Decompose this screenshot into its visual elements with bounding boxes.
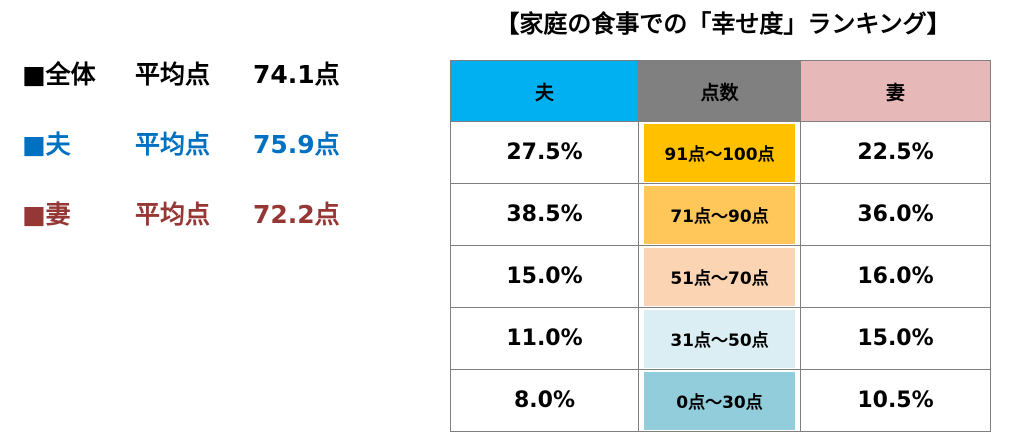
husband-percent-cell: 8.0%: [450, 369, 639, 432]
husband-percent-cell: 15.0%: [450, 245, 639, 308]
score-range-cell: 31点～50点: [638, 307, 801, 370]
husband-average-value: 75.9点: [253, 130, 340, 159]
husband-percent-cell: 27.5%: [450, 121, 639, 184]
score-range-cell: 71点～90点: [638, 183, 801, 246]
wife-average-label: 平均点: [135, 200, 211, 229]
header-husband: 夫: [450, 60, 639, 122]
wife-percent-cell: 36.0%: [800, 183, 991, 246]
score-range-label: 51点～70点: [644, 247, 795, 306]
wife-percent-cell: 22.5%: [800, 121, 991, 184]
score-range-label: 31点～50点: [644, 309, 795, 368]
husband-percent-cell: 38.5%: [450, 183, 639, 246]
header-score: 点数: [638, 60, 801, 122]
wife-percent-cell: 15.0%: [800, 307, 991, 370]
wife-label: ■妻: [22, 200, 71, 229]
husband-label: ■夫: [22, 130, 71, 159]
score-range-label: 71点～90点: [644, 185, 795, 244]
ranking-row: 27.5% 91点～100点 22.5%: [450, 121, 991, 184]
overall-average-label: 平均点: [135, 60, 211, 89]
score-range-cell: 0点～30点: [638, 369, 801, 432]
wife-percent-cell: 10.5%: [800, 369, 991, 432]
ranking-header-row: 夫 点数 妻: [450, 60, 991, 122]
ranking-row: 8.0% 0点～30点 10.5%: [450, 369, 991, 432]
ranking-row: 38.5% 71点～90点 36.0%: [450, 183, 991, 246]
wife-average-value: 72.2点: [253, 200, 340, 229]
ranking-title: 【家庭の食事での「幸せ度」ランキング】: [495, 10, 951, 38]
score-range-label: 91点～100点: [644, 123, 795, 182]
overall-average-value: 74.1点: [253, 60, 340, 89]
wife-percent-cell: 16.0%: [800, 245, 991, 308]
husband-percent-cell: 11.0%: [450, 307, 639, 370]
score-range-label: 0点～30点: [644, 371, 795, 430]
husband-average-label: 平均点: [135, 130, 211, 159]
ranking-row: 11.0% 31点～50点 15.0%: [450, 307, 991, 370]
ranking-table: 夫 点数 妻 27.5% 91点～100点 22.5% 38.5% 71点～90点 36.…: [450, 60, 991, 432]
score-range-cell: 91点～100点: [638, 121, 801, 184]
score-range-cell: 51点～70点: [638, 245, 801, 308]
ranking-row: 15.0% 51点～70点 16.0%: [450, 245, 991, 308]
overall-label: ■全体: [22, 60, 96, 89]
header-wife: 妻: [800, 60, 991, 122]
